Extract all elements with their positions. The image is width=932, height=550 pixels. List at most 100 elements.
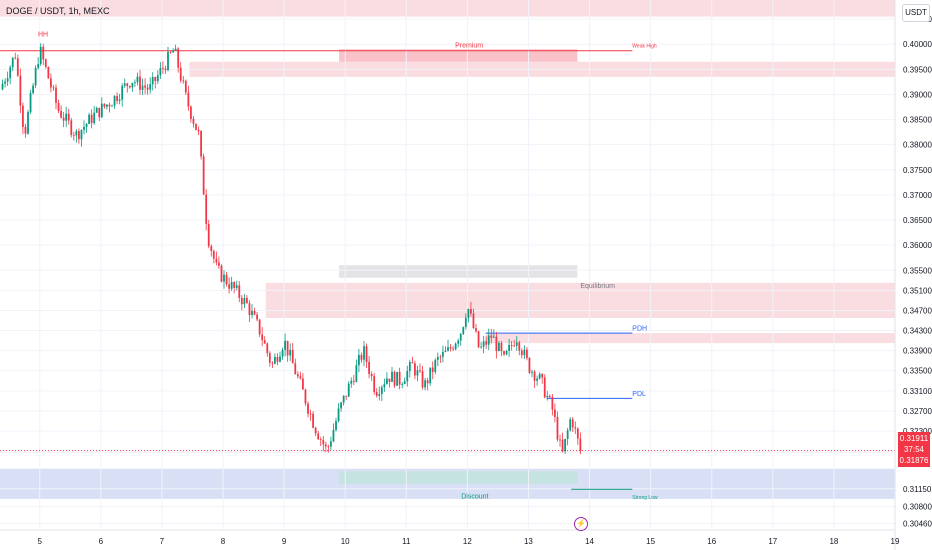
- candle-body: [408, 362, 411, 372]
- candle-body: [184, 80, 187, 93]
- candle-body: [24, 126, 27, 134]
- candle-body: [401, 384, 404, 385]
- price-tick-label: 0.36000: [903, 241, 932, 250]
- candle-body: [508, 345, 510, 351]
- candle-body: [406, 371, 409, 382]
- candle-body: [90, 114, 93, 124]
- zone-gray-5: [339, 265, 578, 278]
- candle-body: [210, 246, 213, 252]
- price-axis[interactable]: 0.405000.400000.395000.390000.385000.380…: [894, 0, 932, 550]
- candle-body: [172, 50, 174, 53]
- candle-body: [126, 83, 129, 86]
- time-tick-label: 18: [829, 537, 838, 546]
- symbol-title: DOGE / USDT, 1h, MEXC: [6, 6, 110, 16]
- candle-body: [503, 351, 505, 355]
- candle-body: [304, 389, 307, 404]
- lower-price: 0.31876: [899, 456, 929, 465]
- candle-body: [337, 408, 340, 422]
- candle-body: [118, 99, 121, 101]
- candle-body: [464, 317, 467, 328]
- candle-body: [564, 438, 566, 452]
- time-tick-label: 16: [707, 537, 716, 546]
- lightning-icon[interactable]: ⚡: [574, 517, 588, 531]
- candle-body: [16, 58, 19, 76]
- candle-body: [505, 350, 508, 355]
- candle-body: [190, 106, 192, 119]
- candle-body: [498, 342, 500, 352]
- price-tick-label: 0.39000: [903, 90, 932, 99]
- price-tick-label: 0.40000: [903, 40, 932, 49]
- candle-body: [95, 107, 98, 113]
- candle-body: [569, 419, 572, 431]
- candle-body: [98, 107, 101, 118]
- candle-body: [200, 130, 202, 157]
- candle-body: [495, 336, 498, 352]
- candle-body: [319, 439, 322, 440]
- candle-body: [309, 413, 312, 415]
- candle-body: [134, 82, 136, 84]
- candle-body: [322, 439, 325, 445]
- candle-body: [467, 309, 470, 318]
- time-tick-label: 13: [524, 537, 533, 546]
- candle-body: [70, 120, 73, 135]
- candle-body: [426, 380, 429, 384]
- candle-body: [228, 284, 230, 289]
- candle-body: [551, 397, 554, 410]
- candle-body: [327, 446, 330, 448]
- candle-body: [554, 409, 556, 418]
- candle-body: [111, 105, 113, 107]
- candle-body: [487, 335, 490, 345]
- time-tick-label: 12: [463, 537, 472, 546]
- candle-body: [218, 262, 220, 266]
- price-tick-label: 0.37500: [903, 166, 932, 175]
- candle-body: [317, 433, 320, 440]
- time-axis[interactable]: 5 6 7 8 9 10 11 12 13 14 15 16 17 18 19: [0, 529, 900, 546]
- time-tick-label: 15: [646, 537, 655, 546]
- currency-button[interactable]: USDT: [902, 4, 930, 22]
- candle-body: [294, 363, 297, 375]
- bar-countdown: 37:54: [903, 445, 925, 454]
- candle-body: [439, 356, 442, 358]
- time-tick-label: 9: [282, 537, 287, 546]
- candle-body: [416, 370, 419, 376]
- candle-body: [398, 372, 401, 385]
- price-tick-label: 0.33900: [903, 347, 932, 356]
- candle-body: [113, 95, 116, 106]
- candle-body: [513, 345, 516, 347]
- candle-body: [363, 346, 365, 360]
- price-tick-label: 0.38500: [903, 116, 932, 125]
- candle-body: [100, 103, 103, 118]
- candle-body: [411, 362, 414, 364]
- price-tick-label: 0.30800: [903, 502, 932, 511]
- candle-body: [42, 46, 45, 60]
- candle-body: [485, 341, 488, 345]
- candle-body: [559, 439, 561, 441]
- time-tick-label: 17: [768, 537, 777, 546]
- candle-body: [457, 340, 460, 344]
- candle-body: [490, 335, 493, 338]
- candle-body: [131, 82, 134, 88]
- candle-body: [286, 340, 289, 356]
- annotation-label-6: Discount: [461, 493, 488, 500]
- candle-body: [434, 359, 437, 372]
- candle-body: [6, 78, 9, 82]
- candle-body: [429, 367, 432, 384]
- price-tick-label: 0.32700: [903, 407, 932, 416]
- candle-body: [80, 129, 83, 140]
- candle-body: [360, 354, 363, 360]
- candle-body: [358, 354, 360, 366]
- candle-body: [151, 77, 154, 85]
- candle-body: [205, 194, 208, 224]
- candle-body: [365, 346, 368, 362]
- candle-body: [332, 429, 335, 442]
- candle-body: [233, 282, 236, 288]
- candle-body: [347, 383, 350, 397]
- candle-body: [14, 57, 17, 59]
- candle-body: [243, 298, 246, 305]
- price-tick-label: 0.33100: [903, 387, 932, 396]
- candle-body: [536, 378, 538, 381]
- candle-body: [373, 376, 376, 392]
- candle-body: [291, 349, 294, 364]
- annotation-label-3: Equilibrium: [580, 283, 615, 290]
